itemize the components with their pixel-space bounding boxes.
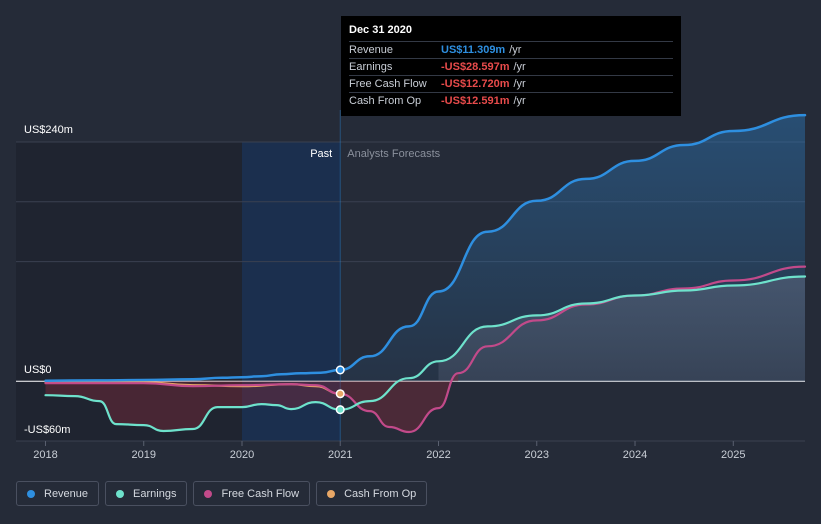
- legend-dot-icon: [27, 489, 35, 498]
- tooltip-row-free-cash-flow: Free Cash Flow -US$12.720m /yr: [349, 75, 673, 92]
- marker-cash-from-op: [335, 389, 345, 399]
- fcf-negative-area: [340, 373, 459, 432]
- marker-earnings: [335, 405, 345, 415]
- y-label-bottom: -US$60m: [24, 424, 70, 436]
- legend-item-cash-from-op[interactable]: Cash From Op: [316, 481, 428, 506]
- tooltip-unit: /yr: [513, 61, 526, 73]
- x-tick-label: 2021: [328, 449, 352, 461]
- tooltip-value: -US$28.597m: [441, 61, 510, 73]
- tooltip-date: Dec 31 2020: [349, 24, 412, 36]
- marker-revenue: [335, 365, 345, 375]
- tooltip-label: Free Cash Flow: [349, 78, 427, 90]
- tooltip-unit: /yr: [513, 78, 526, 90]
- x-tick-label: 2022: [426, 449, 450, 461]
- tooltip-value: US$11.309m: [441, 44, 506, 56]
- x-tick-label: 2018: [33, 449, 57, 461]
- legend-item-revenue[interactable]: Revenue: [16, 481, 100, 506]
- earnings-forecast-area: [438, 276, 805, 382]
- earnings-past-area: [45, 381, 341, 431]
- tooltip-unit: /yr: [509, 44, 522, 56]
- tooltip-label: Revenue: [349, 44, 394, 56]
- legend-dot-icon: [204, 489, 213, 498]
- x-tick-label: 2019: [131, 449, 155, 461]
- series-line-earnings: [44, 275, 807, 433]
- forecast-label: Analysts Forecasts: [347, 148, 440, 160]
- x-tick-label: 2024: [623, 449, 647, 461]
- tooltip-value: -US$12.591m: [441, 95, 510, 107]
- x-tick-label: 2025: [721, 449, 745, 461]
- y-label-top: US$240m: [24, 124, 73, 136]
- series-line-revenue: [44, 113, 807, 382]
- chart-legend: Revenue Earnings Free Cash Flow Cash Fro…: [16, 481, 428, 506]
- legend-dot-icon: [116, 489, 125, 498]
- y-label-zero: US$0: [24, 364, 52, 376]
- x-tick-label: 2023: [525, 449, 549, 461]
- legend-item-free-cash-flow[interactable]: Free Cash Flow: [193, 481, 311, 506]
- legend-label: Revenue: [44, 487, 89, 500]
- past-label: Past: [310, 148, 332, 160]
- x-tick-label: 2020: [230, 449, 254, 461]
- legend-item-earnings[interactable]: Earnings: [105, 481, 188, 506]
- tooltip-label: Earnings: [349, 61, 393, 73]
- legend-label: Earnings: [133, 487, 177, 500]
- tooltip-row-revenue: Revenue US$11.309m /yr: [349, 41, 673, 58]
- tooltip-row-cash-from-op: Cash From Op -US$12.591m /yr: [349, 92, 673, 109]
- tooltip-row-earnings: Earnings -US$28.597m /yr: [349, 58, 673, 75]
- legend-label: Cash From Op: [344, 487, 417, 500]
- past-highlight-band: [241, 142, 341, 441]
- tooltip-value: -US$12.720m: [441, 78, 510, 90]
- legend-dot-icon: [327, 489, 336, 498]
- legend-label: Free Cash Flow: [221, 487, 300, 500]
- hover-tooltip: Dec 31 2020 Revenue US$11.309m /yr Earni…: [341, 16, 681, 116]
- tooltip-unit: /yr: [513, 95, 526, 107]
- tooltip-label: Cash From Op: [349, 95, 422, 107]
